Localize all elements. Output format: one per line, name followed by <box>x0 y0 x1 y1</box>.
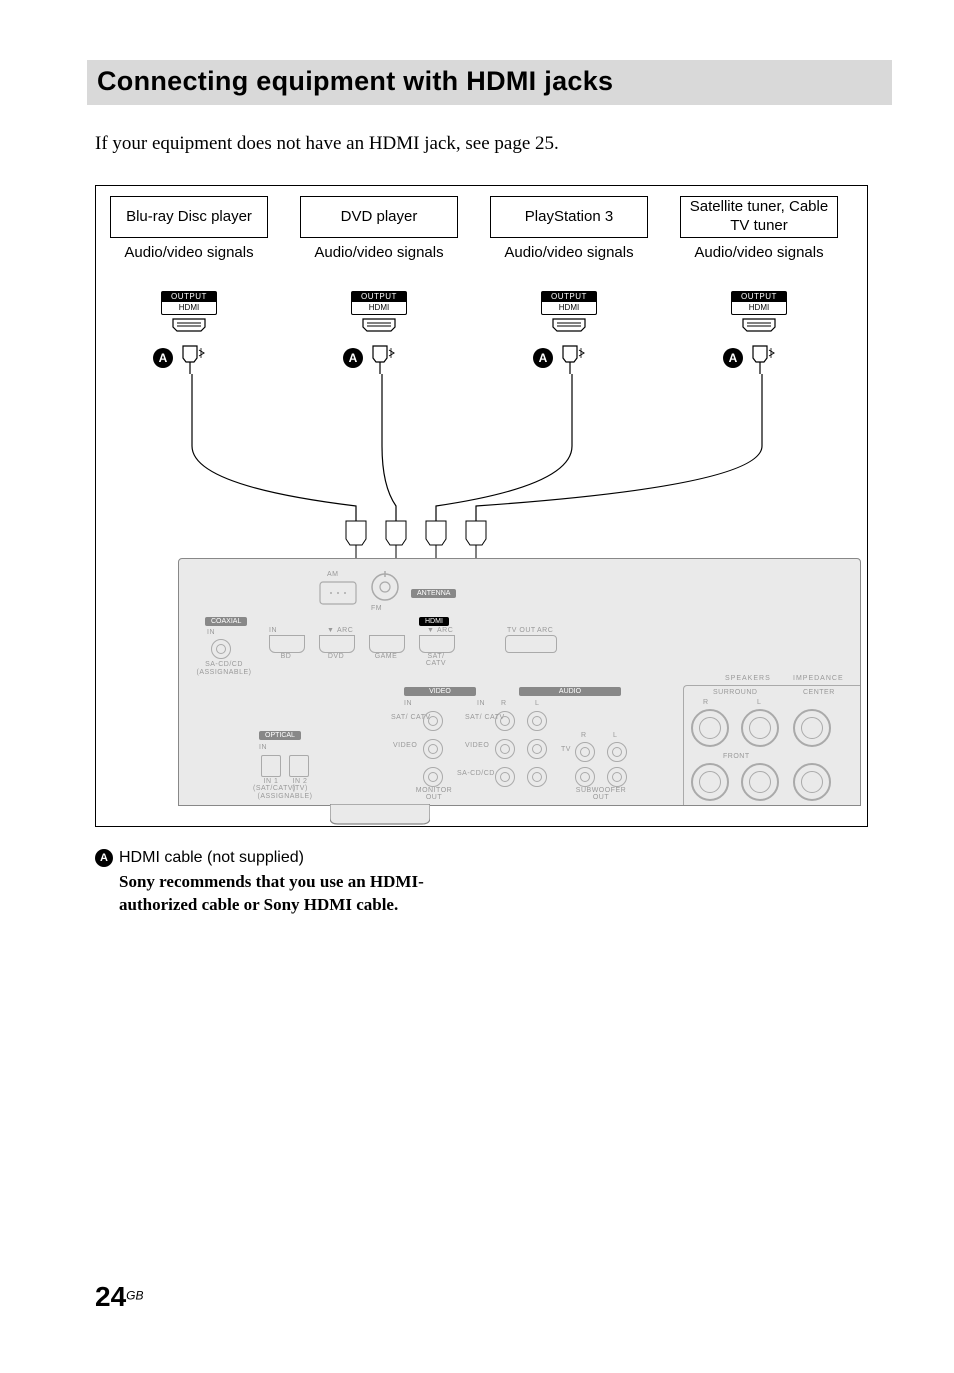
audio-l-label: L <box>535 700 539 707</box>
hdmi-in-label: GAME <box>367 653 405 660</box>
am-antenna-icon <box>319 581 357 605</box>
term-surr-l <box>741 709 779 747</box>
video-in-label: IN <box>404 700 412 707</box>
audio-l3 <box>527 767 547 787</box>
term-front-l <box>741 763 779 801</box>
opt-in1: IN 1 (SAT/CATV) <box>253 778 289 792</box>
page-number: 24GB <box>95 1281 144 1313</box>
hdmi-label: HDMI <box>419 617 449 626</box>
hdmi-in-port <box>419 635 455 653</box>
footnote-line1: A HDMI cable (not supplied) <box>95 849 465 867</box>
footnote: A HDMI cable (not supplied) Sony recomme… <box>95 849 465 917</box>
tv-l-label: L <box>613 732 617 739</box>
optical-label: OPTICAL <box>259 731 301 740</box>
coaxial-jack <box>211 639 231 659</box>
term-center <box>793 709 831 747</box>
video-header: VIDEO <box>404 687 476 696</box>
center-label: CENTER <box>803 689 835 696</box>
term-surr-r <box>691 709 729 747</box>
hdmi-in-port <box>319 635 355 653</box>
hdmi-in-label: DVD <box>317 653 355 660</box>
tv-r-label: R <box>581 732 587 739</box>
surround-label: SURROUND <box>713 689 757 696</box>
video-jack-2 <box>423 739 443 759</box>
audio-in-label: IN <box>477 700 485 707</box>
hdmi-in-label: SAT/ CATV <box>417 653 455 667</box>
section-banner: Connecting equipment with HDMI jacks <box>87 60 892 105</box>
hdmi-assign-mark: ▼ <box>427 627 434 634</box>
tv-label: TV <box>561 746 571 753</box>
arc-label: ARC <box>537 627 553 634</box>
panel-foot <box>330 804 430 826</box>
subwoofer-label: SUBWOOFER OUT <box>571 787 631 801</box>
optical-1 <box>261 755 281 777</box>
footnote-title: HDMI cable (not supplied) <box>119 849 304 867</box>
audio-r-label: R <box>501 700 507 707</box>
page: Connecting equipment with HDMI jacks If … <box>0 0 954 1373</box>
opt-in2: IN 2 (TV) <box>285 778 315 792</box>
in-label: IN <box>207 629 215 636</box>
antenna-label: ANTENNA <box>411 589 456 598</box>
hdmi-arc-mark: ARC <box>337 627 353 634</box>
tv-r <box>575 742 595 762</box>
footnote-bold: Sony recommends that you use an HDMI-aut… <box>119 871 465 917</box>
audio-row2: VIDEO <box>465 742 489 749</box>
tv-l <box>607 742 627 762</box>
sub-r <box>575 767 595 787</box>
speakers-label: SPEAKERS <box>725 675 771 682</box>
sub-l <box>607 767 627 787</box>
banner-title: Connecting equipment with HDMI jacks <box>97 66 882 97</box>
surr-r: R <box>703 699 709 706</box>
audio-l2 <box>527 739 547 759</box>
audio-row3: SA-CD/CD <box>457 770 495 777</box>
audio-row1: SAT/ CATV <box>465 714 505 721</box>
monitor-out-label: MONITOR OUT <box>409 787 459 801</box>
audio-header: AUDIO <box>519 687 621 696</box>
front-label: FRONT <box>723 753 750 760</box>
audio-r3 <box>495 767 515 787</box>
video-row2: VIDEO <box>393 742 417 749</box>
legend-a-icon: A <box>95 849 113 867</box>
fm-coax-icon <box>369 571 401 603</box>
hdmi-assign-mark: ▼ <box>327 627 334 634</box>
audio-r2 <box>495 739 515 759</box>
optical-2 <box>289 755 309 777</box>
intro-text: If your equipment does not have an HDMI … <box>95 133 884 155</box>
tvout-label: TV OUT <box>507 627 536 634</box>
hdmi-tvout-port <box>505 635 557 653</box>
sacd-label: SA-CD/CD <box>199 661 249 668</box>
video-row1: SAT/ CATV <box>391 714 431 721</box>
assignable-label: (ASSIGNABLE) <box>193 669 255 676</box>
hdmi-arc-mark: ARC <box>437 627 453 634</box>
page-number-value: 24 <box>95 1281 126 1312</box>
hdmi-in-port <box>269 635 305 653</box>
connection-diagram: Blu-ray Disc playerAudio/video signalsOU… <box>95 185 868 827</box>
opt-assignable: (ASSIGNABLE) <box>251 793 319 800</box>
monitor-out-jack <box>423 767 443 787</box>
impedance-label: IMPEDANCE <box>793 675 844 682</box>
hdmi-in-port <box>369 635 405 653</box>
audio-l1 <box>527 711 547 731</box>
receiver-rear-panel: AM FM ANTENNA COAXIAL IN SA-CD/CD (ASSIG… <box>178 558 861 806</box>
term-front-r <box>691 763 729 801</box>
term-extra <box>793 763 831 801</box>
optical-in-label: IN <box>259 744 267 751</box>
hdmi-in-header: IN <box>269 627 277 634</box>
hdmi-in-label: BD <box>267 653 305 660</box>
surr-l: L <box>757 699 761 706</box>
coaxial-label: COAXIAL <box>205 617 247 626</box>
am-label: AM <box>327 571 339 578</box>
page-number-suffix: GB <box>126 1289 143 1303</box>
fm-label: FM <box>371 605 382 612</box>
